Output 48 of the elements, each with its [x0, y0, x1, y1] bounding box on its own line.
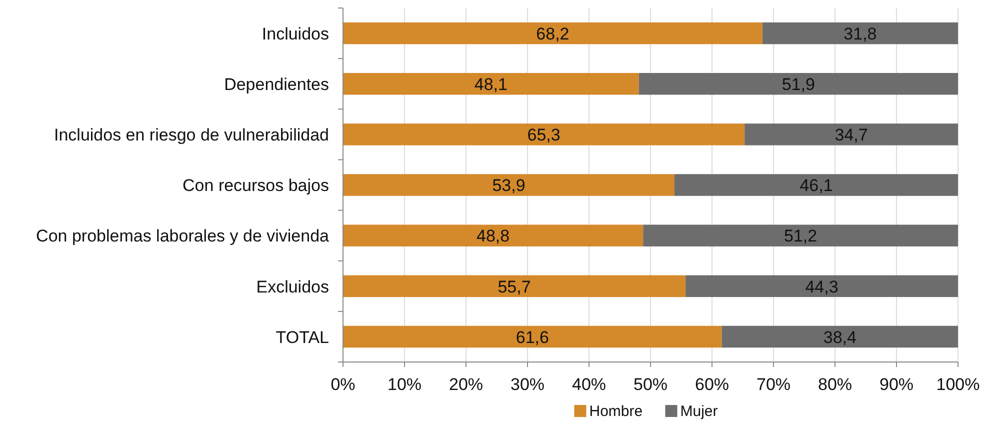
data-label: 51,2: [784, 226, 818, 246]
bar: [762, 22, 958, 44]
bar: [343, 22, 762, 44]
bar: [343, 224, 644, 246]
bar: [343, 275, 686, 298]
x-tick-label: 20%: [448, 375, 484, 394]
bar: [343, 72, 639, 95]
bar: [686, 275, 958, 298]
y-tick-label: Con problemas laborales y de vivienda: [36, 226, 330, 246]
data-label: 68,2: [536, 24, 570, 44]
legend-label: Mujer: [680, 403, 718, 420]
data-label: 44,3: [805, 277, 838, 296]
x-tick-label: 90%: [879, 375, 914, 394]
bar: [343, 124, 745, 146]
data-label: 48,8: [476, 226, 510, 246]
y-tick-label: Excluidos: [256, 277, 329, 296]
data-label: 53,9: [492, 176, 526, 196]
bar: [722, 326, 958, 348]
bar: [674, 174, 958, 196]
y-tick-label: Incluidos: [262, 24, 329, 44]
x-tick-label: 70%: [756, 375, 791, 394]
bar: [343, 174, 674, 196]
bar: [744, 124, 958, 146]
data-label: 48,1: [474, 74, 508, 94]
bar: [643, 224, 958, 246]
x-tick-label: 10%: [387, 375, 422, 394]
x-tick-label: 50%: [633, 375, 668, 394]
x-tick-label: 0%: [330, 375, 356, 394]
y-tick-label: Con recursos bajos: [182, 176, 329, 196]
data-label: 31,8: [844, 24, 877, 44]
bar: [638, 72, 958, 95]
x-tick-label: 60%: [694, 375, 730, 394]
y-tick-label: Dependientes: [224, 74, 329, 94]
x-tick-label: 30%: [510, 375, 545, 394]
y-tick-label: Incluidos en riesgo de vulnerabilidad: [54, 126, 329, 145]
data-label: 51,9: [782, 74, 815, 94]
data-label: 46,1: [800, 176, 833, 196]
data-label: 55,7: [498, 277, 531, 296]
y-tick-label: TOTAL: [276, 328, 329, 347]
x-tick-label: 80%: [818, 375, 852, 394]
data-label: 34,7: [834, 126, 868, 145]
data-label: 65,3: [527, 126, 560, 145]
data-label: 61,6: [516, 328, 549, 347]
legend-label: Hombre: [589, 403, 643, 420]
x-tick-label: 100%: [936, 375, 980, 394]
x-tick-label: 40%: [572, 375, 606, 394]
data-label: 38,4: [823, 328, 856, 347]
bar: [343, 326, 722, 348]
